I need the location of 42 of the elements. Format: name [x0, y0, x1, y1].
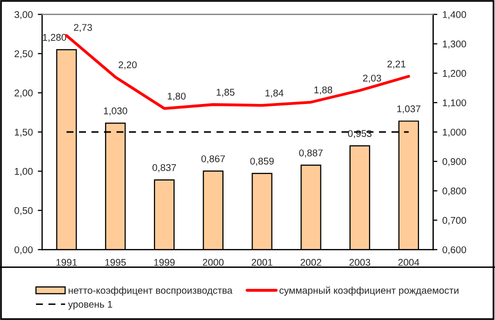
data-label: 1,80 — [168, 92, 186, 101]
x-tick-label: 1995 — [105, 258, 126, 266]
x-tick-label: 2001 — [252, 258, 272, 266]
x-tick-label: 1999 — [154, 258, 175, 266]
y-tick-label: 0,50 — [14, 207, 33, 216]
data-label: 2,73 — [74, 24, 92, 32]
data-label: 2,20 — [118, 61, 137, 70]
y2-tick-label: 0,700 — [442, 216, 466, 225]
y2-tick-label: 1,100 — [442, 99, 466, 108]
y2-tick-label: 0,900 — [442, 158, 466, 166]
y-tick-label: 0,00 — [14, 246, 33, 254]
y-tick-label: 2,50 — [14, 50, 33, 58]
y2-tick-label: 1,200 — [442, 70, 466, 78]
x-tick-label: 2000 — [202, 258, 224, 266]
y-tick-label: 2,00 — [14, 90, 33, 98]
data-label: 0,837 — [152, 164, 176, 172]
x-tick-label: 2003 — [349, 258, 370, 266]
y-tick-label: 3,00 — [14, 11, 33, 20]
y-tick-label: 1,00 — [14, 168, 33, 176]
x-tick-label: 1991 — [56, 258, 77, 266]
y2-tick-label: 1,400 — [442, 11, 466, 20]
data-label: 2,03 — [363, 74, 382, 83]
legend-label: нетто-коэффицент воспроизводства — [68, 286, 232, 296]
y-tick-label: 1,50 — [14, 128, 33, 137]
data-label: 2,21 — [387, 60, 406, 69]
data-label: 1,84 — [266, 90, 284, 98]
y2-tick-label: 0,600 — [442, 246, 466, 254]
y2-tick-label: 1,300 — [442, 40, 466, 49]
data-label: 1,280 — [43, 34, 66, 42]
y2-tick-label: 0,800 — [442, 188, 466, 196]
data-label: 1,85 — [216, 88, 234, 97]
x-tick-label: 2002 — [300, 258, 322, 266]
y2-tick-label: 1,000 — [442, 128, 466, 137]
data-label: 0,887 — [299, 149, 323, 158]
data-label: 1,037 — [397, 105, 420, 114]
data-label: 1,030 — [104, 107, 128, 116]
data-label: 0,867 — [201, 155, 225, 164]
legend-label: уровень 1 — [68, 300, 112, 310]
data-label: 1,88 — [314, 86, 332, 94]
x-tick-label: 2004 — [398, 258, 420, 266]
data-label: 0,859 — [250, 158, 274, 166]
legend-label: суммарный коэффициент рождаемости — [280, 286, 458, 296]
